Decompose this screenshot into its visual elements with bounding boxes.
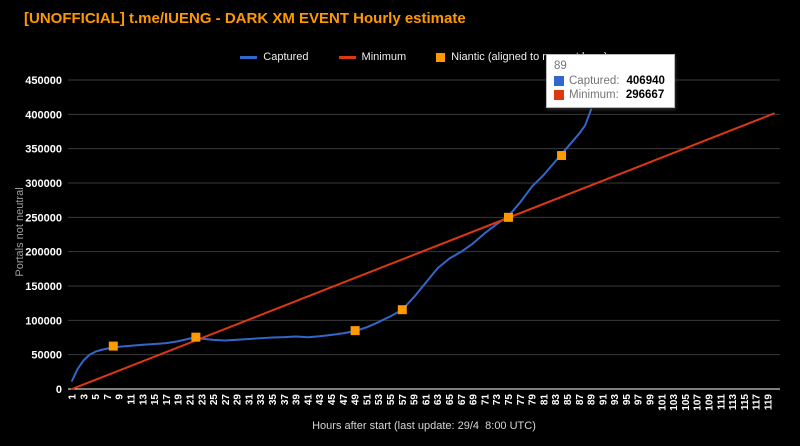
legend-item-captured: Captured (240, 51, 309, 63)
x-tick-label: 63 (433, 394, 444, 406)
niantic-point[interactable] (350, 326, 360, 336)
x-tick-label: 89 (587, 394, 598, 406)
x-tick-label: 27 (221, 394, 232, 406)
x-tick-label: 79 (528, 394, 539, 406)
x-tick-label: 7 (103, 394, 114, 400)
x-tick-label: 1 (68, 394, 79, 400)
x-tick-label: 25 (209, 394, 220, 406)
x-tick-label: 117 (752, 394, 763, 411)
x-tick-label: 69 (469, 394, 480, 406)
x-tick-label: 15 (150, 394, 161, 406)
x-tick-label: 5 (91, 394, 102, 400)
tooltip-label: Minimum: (569, 89, 619, 101)
x-tick-label: 113 (728, 394, 739, 411)
x-tick-label: 87 (575, 394, 586, 406)
y-tick-label: 100000 (25, 315, 62, 327)
captured-line-swatch-icon (240, 55, 258, 59)
x-tick-label: 59 (410, 394, 421, 406)
y-tick-label: 50000 (31, 350, 62, 362)
x-tick-label: 103 (669, 394, 680, 411)
x-tick-label: 41 (303, 394, 314, 406)
x-tick-label: 53 (374, 394, 385, 406)
x-tick-label: 35 (268, 394, 279, 406)
y-tick-label: 250000 (25, 212, 62, 224)
x-tick-label: 45 (327, 394, 338, 406)
x-tick-label: 51 (362, 394, 373, 406)
legend-label: Minimum (361, 51, 407, 63)
x-tick-label: 107 (693, 394, 704, 411)
x-tick-label: 23 (197, 394, 208, 406)
minimum-line[interactable] (71, 112, 775, 390)
x-tick-label: 49 (351, 394, 362, 406)
x-tick-label: 21 (185, 394, 196, 406)
y-tick-label: 350000 (25, 144, 62, 156)
x-tick-label: 55 (386, 394, 397, 406)
y-tick-label: 400000 (25, 109, 62, 121)
tooltip-value: 406940 (626, 75, 665, 87)
x-tick-label: 85 (563, 394, 574, 406)
x-tick-label: 75 (504, 394, 515, 406)
niantic-point[interactable] (397, 305, 407, 315)
y-tick-label: 0 (56, 384, 62, 396)
x-tick-label: 101 (657, 394, 668, 411)
x-tick-label: 119 (763, 394, 774, 411)
x-tick-label: 17 (162, 394, 173, 406)
x-tick-label: 29 (233, 394, 244, 406)
x-tick-label: 31 (244, 394, 255, 406)
x-tick-label: 95 (622, 394, 633, 406)
hover-tooltip: 89 Captured: 406940 Minimum: 296667 (546, 54, 675, 108)
niantic-point[interactable] (191, 332, 201, 342)
x-tick-label: 99 (646, 394, 657, 406)
x-tick-label: 11 (126, 394, 137, 405)
x-tick-label: 105 (681, 394, 692, 411)
x-tick-label: 77 (516, 394, 527, 406)
x-tick-label: 73 (492, 394, 503, 406)
captured-line[interactable] (71, 108, 593, 382)
minimum-line-swatch-icon (338, 55, 356, 59)
x-tick-label: 9 (115, 394, 126, 400)
tooltip-label: Captured: (569, 75, 620, 87)
niantic-point[interactable] (108, 341, 118, 351)
x-tick-label: 19 (174, 394, 185, 406)
x-axis-title: Hours after start (last update: 29/4 8:0… (312, 420, 536, 432)
x-tick-label: 111 (716, 394, 727, 410)
x-tick-label: 33 (256, 394, 267, 406)
x-tick-label: 39 (292, 394, 303, 406)
niantic-point[interactable] (503, 212, 513, 222)
niantic-point[interactable] (557, 151, 567, 161)
y-tick-label: 450000 (25, 75, 62, 87)
tooltip-row-minimum: Minimum: 296667 (554, 89, 665, 101)
x-tick-label: 61 (421, 394, 432, 406)
legend-item-minimum: Minimum (338, 51, 407, 63)
x-tick-label: 109 (705, 394, 716, 411)
x-tick-label: 3 (79, 394, 90, 400)
x-tick-label: 43 (315, 394, 326, 406)
y-tick-label: 150000 (25, 281, 62, 293)
x-tick-label: 57 (398, 394, 409, 406)
captured-color-icon (554, 76, 564, 86)
y-tick-label: 200000 (25, 247, 62, 259)
legend-label: Captured (263, 51, 309, 63)
minimum-color-icon (554, 90, 564, 100)
x-tick-label: 115 (740, 394, 751, 411)
x-tick-label: 81 (539, 394, 550, 406)
tooltip-hour: 89 (554, 60, 567, 72)
y-axis-title: Portals not neutral (14, 187, 26, 277)
x-tick-label: 97 (634, 394, 645, 406)
tooltip-value: 296667 (625, 89, 665, 101)
x-tick-label: 83 (551, 394, 562, 406)
x-tick-label: 47 (339, 394, 350, 406)
tooltip-row-captured: Captured: 406940 (554, 75, 665, 87)
x-tick-label: 71 (480, 394, 491, 406)
x-tick-label: 65 (445, 394, 456, 406)
x-tick-label: 91 (598, 394, 609, 406)
x-tick-label: 93 (610, 394, 621, 406)
y-tick-label: 300000 (25, 178, 62, 190)
x-tick-label: 67 (457, 394, 468, 406)
x-tick-label: 37 (280, 394, 291, 406)
page-title: [UNOFFICIAL] t.me/IUENG - DARK XM EVENT … (24, 10, 466, 27)
x-tick-label: 13 (138, 394, 149, 406)
niantic-square-swatch-icon (436, 52, 446, 62)
